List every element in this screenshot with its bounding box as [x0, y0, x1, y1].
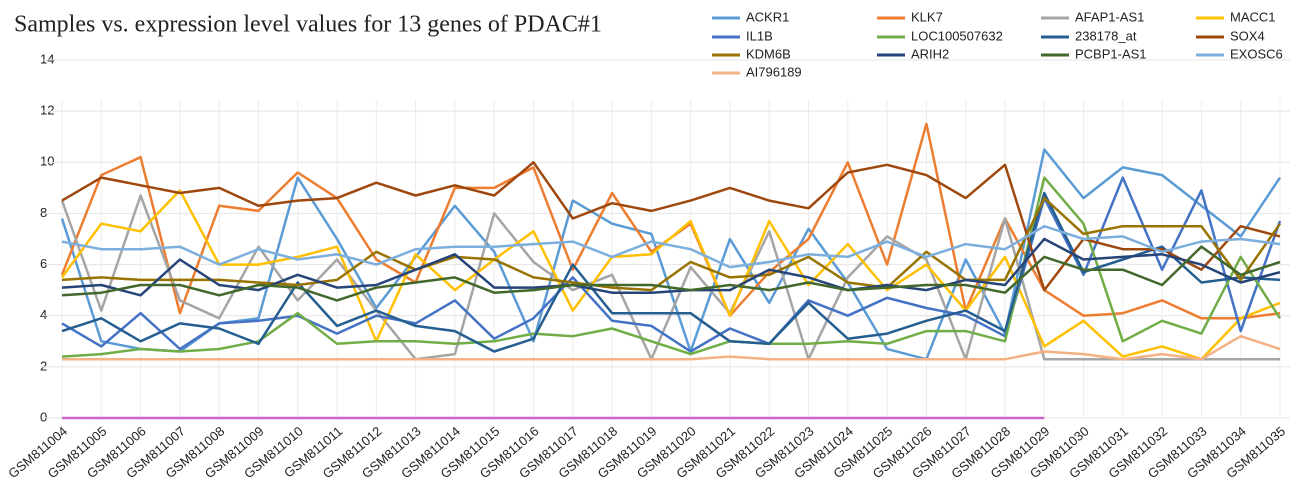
- series-line: [62, 334, 1281, 361]
- y-tick-label: 10: [40, 154, 54, 169]
- series-line: [61, 161, 1281, 292]
- series-line: [61, 237, 1281, 297]
- legend-label: PCBP1-AS1: [1075, 46, 1147, 61]
- series-line: [60, 148, 1282, 361]
- y-tick-label: 12: [40, 103, 54, 118]
- legend-label: 238178_at: [1075, 28, 1137, 43]
- legend-label: SOX4: [1230, 28, 1265, 43]
- y-tick-label: 0: [40, 409, 47, 424]
- legend-label: AI796189: [746, 64, 802, 79]
- series-line: [61, 191, 1281, 353]
- legend-label: KDM6B: [746, 46, 791, 61]
- y-tick-label: 6: [40, 256, 47, 271]
- y-tick-label: 4: [40, 307, 47, 322]
- legend-label: LOC100507632: [911, 28, 1003, 43]
- legend-label: EXOSC6: [1230, 46, 1283, 61]
- series-line: [61, 196, 1282, 292]
- series-line: [61, 176, 1282, 358]
- series-line: [61, 245, 1281, 302]
- legend-label: KLK7: [911, 9, 943, 24]
- series-line: [60, 189, 1281, 361]
- series-line: [61, 176, 1282, 353]
- series-line: [61, 224, 1281, 269]
- legend-label: MACC1: [1230, 9, 1276, 24]
- y-tick-label: 8: [40, 205, 47, 220]
- legend-label: IL1B: [746, 28, 773, 43]
- y-tick-label: 2: [40, 358, 47, 373]
- legend-label: AFAP1-AS1: [1075, 9, 1144, 24]
- legend-label: ARIH2: [911, 46, 949, 61]
- legend-label: ACKR1: [746, 9, 789, 24]
- y-tick-label: 14: [40, 51, 54, 66]
- chart-title: Samples vs. expression level values for …: [14, 12, 602, 38]
